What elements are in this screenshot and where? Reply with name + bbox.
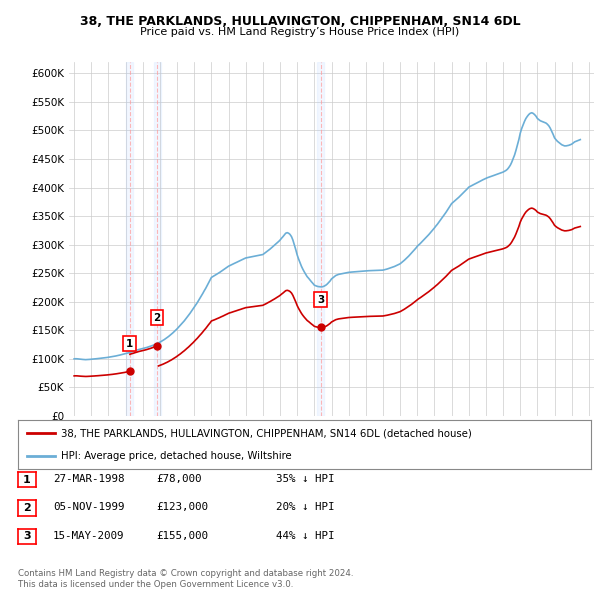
Text: 1: 1: [126, 339, 133, 349]
Text: £123,000: £123,000: [156, 503, 208, 512]
Text: 3: 3: [23, 532, 31, 541]
Text: 3: 3: [317, 294, 325, 304]
Text: 2: 2: [154, 313, 161, 323]
Text: 27-MAR-1998: 27-MAR-1998: [53, 474, 124, 484]
Text: 15-MAY-2009: 15-MAY-2009: [53, 531, 124, 540]
Text: Price paid vs. HM Land Registry’s House Price Index (HPI): Price paid vs. HM Land Registry’s House …: [140, 27, 460, 37]
Text: 2: 2: [23, 503, 31, 513]
Text: 38, THE PARKLANDS, HULLAVINGTON, CHIPPENHAM, SN14 6DL (detached house): 38, THE PARKLANDS, HULLAVINGTON, CHIPPEN…: [61, 428, 472, 438]
Bar: [126, 62, 133, 416]
Text: Contains HM Land Registry data © Crown copyright and database right 2024.
This d: Contains HM Land Registry data © Crown c…: [18, 569, 353, 589]
Text: 44% ↓ HPI: 44% ↓ HPI: [276, 531, 335, 540]
Text: 1: 1: [23, 475, 31, 484]
Text: 38, THE PARKLANDS, HULLAVINGTON, CHIPPENHAM, SN14 6DL: 38, THE PARKLANDS, HULLAVINGTON, CHIPPEN…: [80, 15, 520, 28]
Text: HPI: Average price, detached house, Wiltshire: HPI: Average price, detached house, Wilt…: [61, 451, 292, 461]
Text: 20% ↓ HPI: 20% ↓ HPI: [276, 503, 335, 512]
Text: 35% ↓ HPI: 35% ↓ HPI: [276, 474, 335, 484]
Bar: [317, 62, 324, 416]
Text: £155,000: £155,000: [156, 531, 208, 540]
Text: £78,000: £78,000: [156, 474, 202, 484]
Text: 05-NOV-1999: 05-NOV-1999: [53, 503, 124, 512]
Bar: [154, 62, 161, 416]
